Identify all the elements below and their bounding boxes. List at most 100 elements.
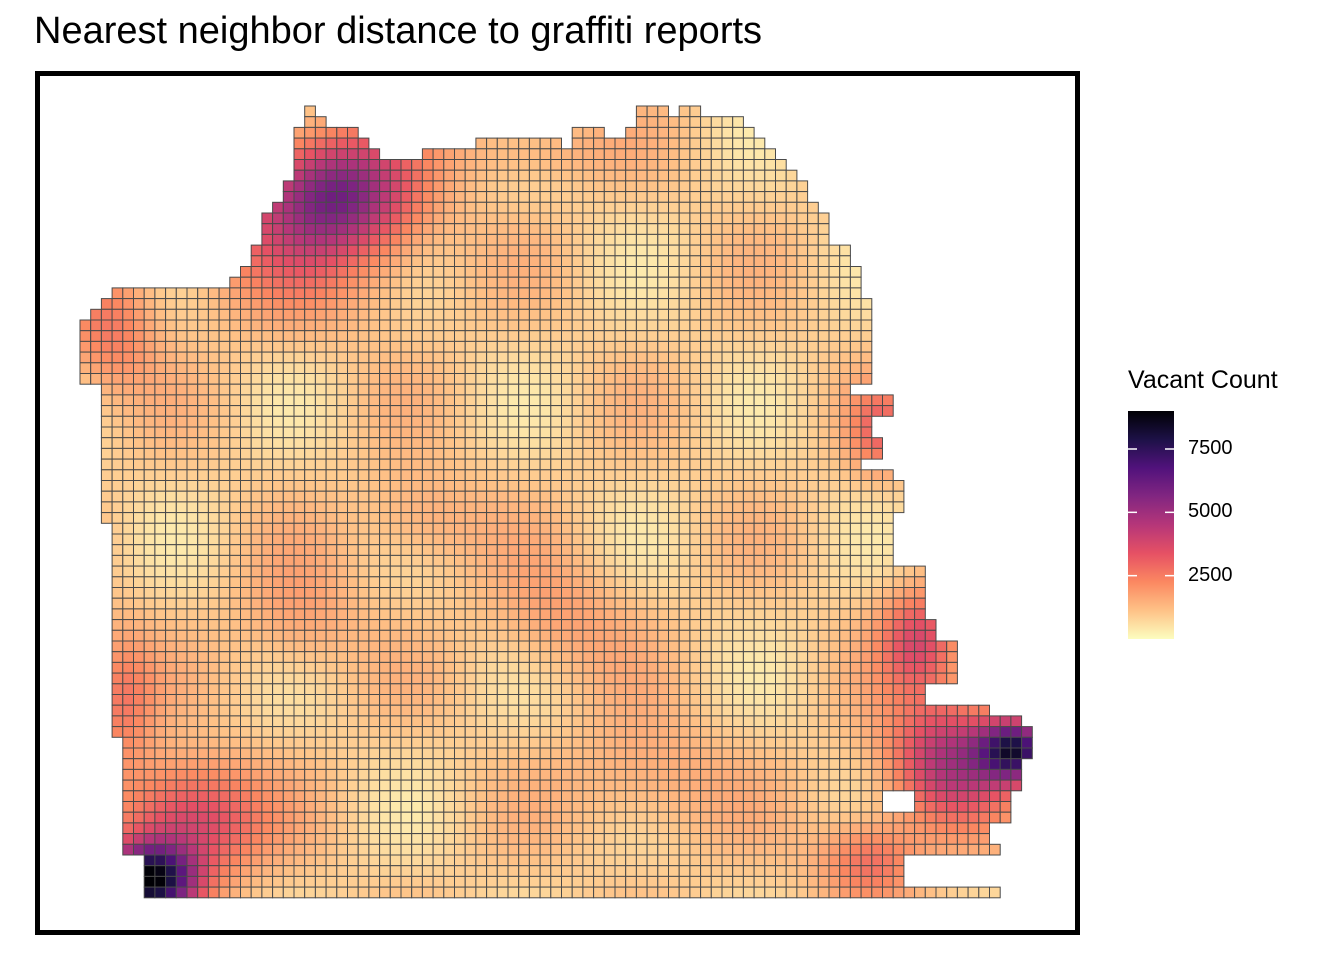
grid-cell: [336, 490, 348, 503]
grid-cell: [100, 405, 113, 417]
grid-cell: [293, 394, 306, 407]
grid-cell: [539, 565, 552, 578]
grid-cell: [710, 480, 723, 492]
grid-cell: [272, 843, 284, 856]
grid-cell: [250, 715, 263, 728]
grid-cell: [742, 480, 755, 492]
grid-cell: [486, 822, 498, 835]
grid-cell: [796, 843, 809, 856]
grid-cell: [614, 833, 627, 845]
grid-cell: [304, 319, 316, 332]
grid-cell: [432, 544, 445, 556]
grid-cell: [721, 512, 734, 524]
grid-cell: [775, 790, 787, 802]
grid-cell: [796, 330, 809, 342]
grid-cell: [389, 704, 402, 717]
grid-cell: [603, 308, 616, 321]
grid-cell: [561, 255, 573, 268]
grid-cell: [689, 116, 702, 128]
grid-cell: [700, 597, 712, 610]
grid-cell: [357, 779, 370, 792]
grid-cell: [561, 726, 573, 738]
grid-cell: [304, 865, 316, 877]
grid-cell: [668, 212, 680, 225]
grid-cell: [282, 469, 295, 481]
grid-cell: [240, 672, 252, 685]
grid-cell: [304, 169, 316, 182]
grid-cell: [914, 629, 926, 642]
grid-cell: [347, 480, 359, 492]
grid-cell: [775, 565, 787, 578]
grid-cell: [721, 768, 734, 781]
grid-cell: [197, 683, 209, 695]
grid-cell: [710, 576, 723, 588]
grid-cell: [475, 415, 488, 428]
grid-cell: [635, 704, 648, 717]
grid-cell: [154, 437, 167, 449]
grid-cell: [261, 779, 274, 792]
grid-cell: [261, 565, 274, 578]
grid-cell: [539, 608, 552, 621]
grid-cell: [550, 383, 562, 396]
grid-cell: [646, 233, 659, 246]
grid-cell: [207, 726, 220, 738]
grid-cell: [314, 469, 327, 481]
grid-cell: [614, 319, 627, 332]
grid-cell: [314, 373, 327, 385]
grid-cell: [336, 672, 348, 685]
grid-cell: [229, 608, 242, 621]
grid-cell: [550, 458, 562, 471]
grid-cell: [400, 854, 413, 867]
grid-cell: [678, 287, 691, 300]
grid-cell: [710, 330, 723, 342]
grid-cell: [304, 426, 316, 439]
grid-cell: [764, 394, 776, 407]
grid-cell: [625, 522, 637, 535]
grid-cell: [464, 544, 477, 556]
grid-cell: [539, 394, 552, 407]
grid-cell: [282, 801, 295, 813]
grid-cell: [528, 266, 541, 278]
grid-cell: [999, 758, 1012, 770]
grid-cell: [860, 308, 873, 321]
grid-cell: [561, 415, 573, 428]
grid-cell: [646, 865, 659, 877]
grid-cell: [528, 287, 541, 300]
grid-cell: [368, 651, 381, 663]
grid-cell: [175, 298, 188, 310]
grid-cell: [593, 159, 605, 171]
grid-cell: [614, 619, 627, 631]
grid-cell: [165, 694, 177, 706]
grid-cell: [775, 640, 787, 653]
grid-cell: [539, 244, 552, 257]
grid-cell: [379, 843, 391, 856]
grid-cell: [347, 501, 359, 514]
grid-cell: [400, 608, 413, 621]
grid-cell: [689, 779, 702, 792]
grid-cell: [421, 843, 434, 856]
grid-cell: [368, 833, 381, 845]
grid-cell: [432, 651, 445, 663]
grid-cell: [914, 672, 926, 685]
grid-cell: [454, 447, 466, 460]
grid-cell: [325, 576, 338, 588]
grid-cell: [614, 201, 627, 214]
grid-cell: [678, 426, 691, 439]
grid-cell: [796, 298, 809, 310]
grid-cell: [250, 790, 263, 802]
grid-cell: [753, 694, 766, 706]
grid-cell: [261, 383, 274, 396]
grid-cell: [272, 768, 284, 781]
grid-cell: [229, 875, 242, 888]
grid-cell: [411, 223, 423, 235]
grid-cell: [250, 266, 263, 278]
grid-cell: [678, 726, 691, 738]
grid-cell: [593, 779, 605, 792]
grid-cell: [603, 223, 616, 235]
grid-cell: [635, 362, 648, 374]
grid-cell: [518, 437, 530, 449]
grid-cell: [807, 522, 819, 535]
grid-cell: [753, 779, 766, 792]
grid-cell: [304, 715, 316, 728]
grid-cell: [240, 319, 252, 332]
